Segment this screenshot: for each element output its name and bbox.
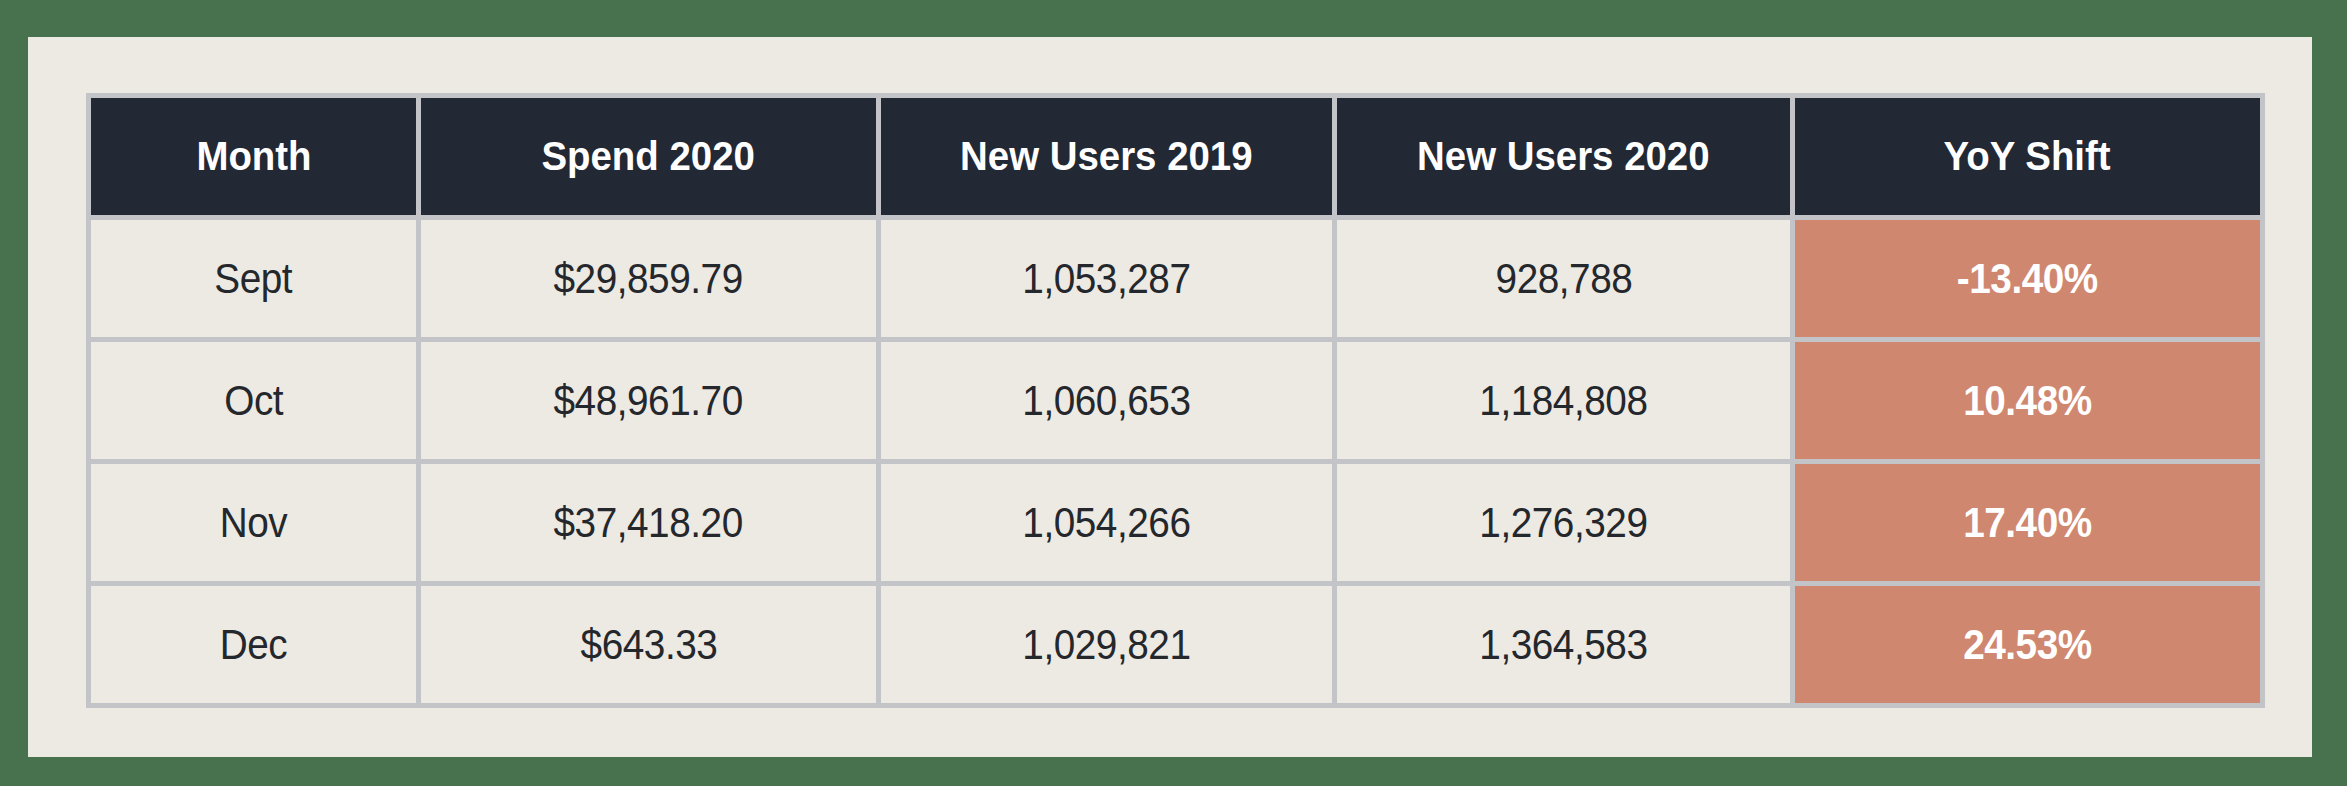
cell-oct-month: Oct (89, 340, 419, 462)
cell-sept-month: Sept (89, 218, 419, 340)
column-header-yoy-shift: YoY Shift (1793, 96, 2263, 218)
table-row-oct: Oct $48,961.70 1,060,653 1,184,808 10.48… (89, 340, 2263, 462)
cell-dec-users-2019: 1,029,821 (879, 584, 1335, 706)
cell-dec-users-2019-value: 1,029,821 (1022, 620, 1190, 669)
table-row-sept: Sept $29,859.79 1,053,287 928,788 -13.40… (89, 218, 2263, 340)
table-row-dec: Dec $643.33 1,029,821 1,364,583 24.53% (89, 584, 2263, 706)
column-header-spend-2020-label: Spend 2020 (542, 134, 755, 179)
cell-oct-users-2020-value: 1,184,808 (1479, 376, 1647, 425)
cell-oct-users-2019: 1,060,653 (879, 340, 1335, 462)
cell-sept-users-2020: 928,788 (1335, 218, 1793, 340)
cell-sept-yoy-shift-value: -13.40% (1957, 254, 2098, 303)
column-header-month-label: Month (196, 134, 311, 179)
cell-nov-users-2020: 1,276,329 (1335, 462, 1793, 584)
cell-sept-spend: $29,859.79 (419, 218, 879, 340)
cell-dec-month-value: Dec (220, 620, 287, 669)
cell-nov-month-value: Nov (220, 498, 287, 547)
column-header-new-users-2019-label: New Users 2019 (960, 134, 1252, 179)
cell-nov-users-2020-value: 1,276,329 (1479, 498, 1647, 547)
column-header-spend-2020: Spend 2020 (419, 96, 879, 218)
cell-sept-spend-value: $29,859.79 (554, 254, 743, 303)
cell-nov-spend: $37,418.20 (419, 462, 879, 584)
cell-sept-users-2019-value: 1,053,287 (1022, 254, 1190, 303)
cell-dec-month: Dec (89, 584, 419, 706)
cell-oct-spend-value: $48,961.70 (554, 376, 743, 425)
column-header-new-users-2020: New Users 2020 (1335, 96, 1793, 218)
table-row-nov: Nov $37,418.20 1,054,266 1,276,329 17.40… (89, 462, 2263, 584)
cell-dec-users-2020: 1,364,583 (1335, 584, 1793, 706)
cell-sept-users-2019: 1,053,287 (879, 218, 1335, 340)
cell-oct-users-2020: 1,184,808 (1335, 340, 1793, 462)
column-header-new-users-2020-label: New Users 2020 (1417, 134, 1709, 179)
table-header-row: Month Spend 2020 New Users 2019 New User… (89, 96, 2263, 218)
cell-nov-yoy-shift: 17.40% (1793, 462, 2263, 584)
cell-oct-yoy-shift-value: 10.48% (1963, 376, 2092, 425)
cell-sept-users-2020-value: 928,788 (1495, 254, 1632, 303)
column-header-new-users-2019: New Users 2019 (879, 96, 1335, 218)
cell-sept-month-value: Sept (215, 254, 293, 303)
cell-dec-yoy-shift: 24.53% (1793, 584, 2263, 706)
yoy-comparison-table: Month Spend 2020 New Users 2019 New User… (86, 93, 2265, 708)
content-panel: Month Spend 2020 New Users 2019 New User… (28, 37, 2312, 757)
cell-oct-month-value: Oct (224, 376, 283, 425)
cell-dec-users-2020-value: 1,364,583 (1479, 620, 1647, 669)
cell-dec-spend: $643.33 (419, 584, 879, 706)
cell-oct-spend: $48,961.70 (419, 340, 879, 462)
cell-oct-users-2019-value: 1,060,653 (1022, 376, 1190, 425)
cell-nov-spend-value: $37,418.20 (554, 498, 743, 547)
column-header-yoy-shift-label: YoY Shift (1944, 134, 2111, 179)
cell-sept-yoy-shift: -13.40% (1793, 218, 2263, 340)
column-header-month: Month (89, 96, 419, 218)
cell-dec-spend-value: $643.33 (580, 620, 717, 669)
cell-nov-month: Nov (89, 462, 419, 584)
cell-nov-users-2019: 1,054,266 (879, 462, 1335, 584)
cell-nov-users-2019-value: 1,054,266 (1022, 498, 1190, 547)
cell-nov-yoy-shift-value: 17.40% (1963, 498, 2092, 547)
cell-dec-yoy-shift-value: 24.53% (1963, 620, 2092, 669)
cell-oct-yoy-shift: 10.48% (1793, 340, 2263, 462)
